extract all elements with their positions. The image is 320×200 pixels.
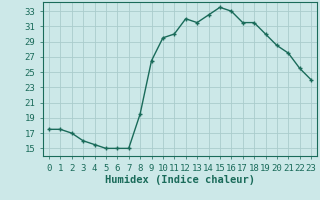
X-axis label: Humidex (Indice chaleur): Humidex (Indice chaleur) xyxy=(105,175,255,185)
